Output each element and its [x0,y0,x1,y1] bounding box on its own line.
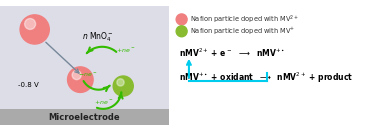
Bar [0,109,169,125]
Text: Microelectrode: Microelectrode [49,113,120,122]
Text: Nafion particle doped with MV$^{2+}$: Nafion particle doped with MV$^{2+}$ [190,13,299,26]
Circle shape [20,15,49,44]
Text: nMV$^{+\bullet}$ + oxidant  $\longrightarrow$  nMV$^{2+}$ + product: nMV$^{+\bullet}$ + oxidant $\longrightar… [179,71,353,85]
Text: $-ne^-$: $-ne^-$ [78,71,97,79]
Circle shape [113,76,133,96]
Text: $+ne^-$: $+ne^-$ [116,46,136,54]
Circle shape [68,67,93,92]
Circle shape [25,18,36,29]
Text: nMV$^{2+}$ + e$^-$  $\longrightarrow$  nMV$^{+\bullet}$: nMV$^{2+}$ + e$^-$ $\longrightarrow$ nMV… [179,47,285,59]
Circle shape [176,14,187,25]
Circle shape [176,26,187,37]
Text: -0.8 V: -0.8 V [18,82,39,88]
Circle shape [72,70,81,80]
Text: $+ne^-$: $+ne^-$ [94,99,114,107]
Text: $n$ MnO$_4^-$: $n$ MnO$_4^-$ [82,31,113,44]
Bar [0,6,169,125]
Circle shape [117,79,124,86]
Text: Nafion particle doped with MV$^{+}$: Nafion particle doped with MV$^{+}$ [190,26,295,37]
